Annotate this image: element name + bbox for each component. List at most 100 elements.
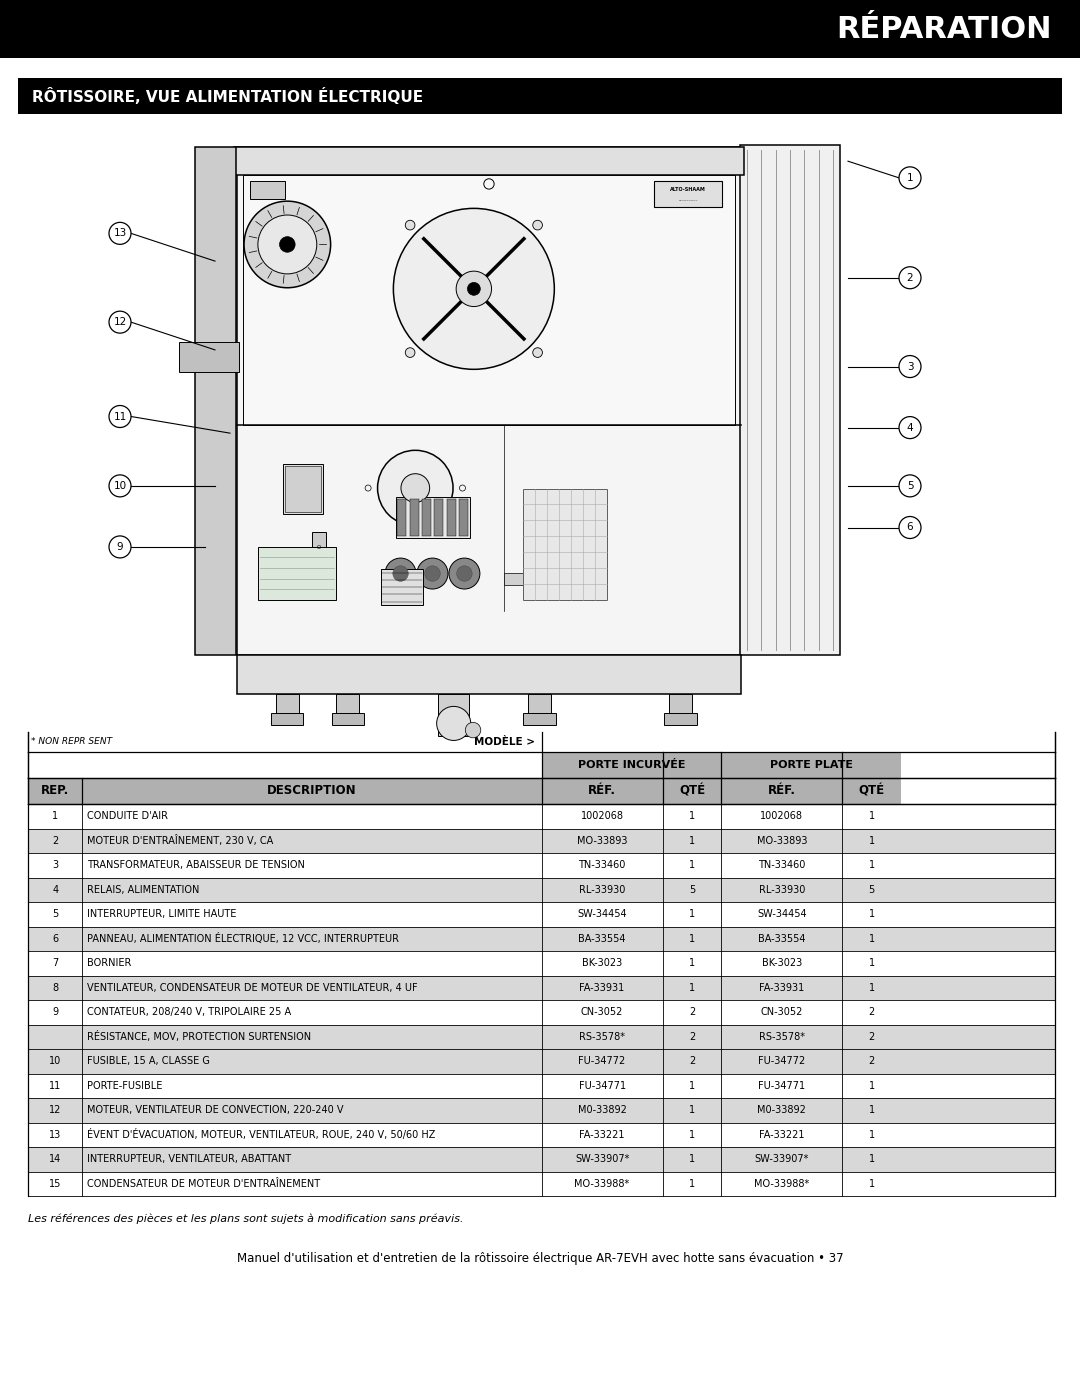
Text: 1: 1	[868, 982, 875, 993]
Text: 2: 2	[868, 1007, 875, 1017]
Bar	[654, 180, 721, 207]
Text: Manuel d'utilisation et d'entretien de la rôtissoire électrique AR-7EVH avec hot: Manuel d'utilisation et d'entretien de l…	[237, 1252, 843, 1266]
Text: RÉPARATION: RÉPARATION	[837, 14, 1052, 43]
Bar	[233, 147, 744, 175]
Circle shape	[417, 557, 448, 590]
Text: 1: 1	[907, 173, 914, 183]
Bar	[28, 1000, 1055, 1024]
Text: CONDENSATEUR DE MOTEUR D'ENTRAÎNEMENT: CONDENSATEUR DE MOTEUR D'ENTRAÎNEMENT	[87, 1179, 321, 1189]
Text: FUSIBLE, 15 A, CLASSE G: FUSIBLE, 15 A, CLASSE G	[87, 1056, 211, 1066]
Text: 9: 9	[117, 542, 123, 552]
Circle shape	[393, 566, 408, 581]
Bar	[0, 0, 1080, 59]
Text: FA-33221: FA-33221	[759, 1130, 805, 1140]
Text: 4: 4	[52, 884, 58, 894]
Bar	[422, 499, 431, 536]
Text: SW-34454: SW-34454	[757, 909, 807, 919]
Text: MOTEUR D'ENTRAÎNEMENT, 230 V, CA: MOTEUR D'ENTRAÎNEMENT, 230 V, CA	[87, 835, 273, 847]
Circle shape	[532, 348, 542, 358]
Text: 2: 2	[868, 1032, 875, 1042]
Text: 7: 7	[52, 958, 58, 968]
Text: 13: 13	[49, 1130, 62, 1140]
Bar	[541, 752, 721, 778]
Bar	[503, 573, 526, 585]
Text: M0-33892: M0-33892	[757, 1105, 807, 1115]
Circle shape	[424, 566, 441, 581]
Text: INTERRUPTEUR, VENTILATEUR, ABATTANT: INTERRUPTEUR, VENTILATEUR, ABATTANT	[87, 1154, 292, 1164]
Bar	[28, 1147, 1055, 1172]
Text: 1: 1	[689, 933, 696, 944]
Text: FU-34771: FU-34771	[758, 1081, 806, 1091]
Bar	[28, 805, 1055, 828]
Circle shape	[405, 348, 415, 358]
Text: FA-33931: FA-33931	[759, 982, 805, 993]
Circle shape	[386, 557, 416, 590]
Text: 2: 2	[907, 272, 914, 282]
Bar	[243, 175, 734, 425]
Bar	[523, 714, 555, 725]
Text: 13: 13	[113, 228, 126, 239]
Text: SW-33907*: SW-33907*	[575, 1154, 630, 1164]
Bar	[381, 569, 423, 605]
Text: 10: 10	[49, 1056, 62, 1066]
Text: 4: 4	[907, 423, 914, 433]
Bar	[721, 752, 901, 778]
Text: 8: 8	[52, 982, 58, 993]
Text: MODÈLE >: MODÈLE >	[474, 738, 536, 747]
Circle shape	[456, 271, 491, 306]
Bar	[447, 499, 456, 536]
Text: BA-33554: BA-33554	[579, 933, 625, 944]
Circle shape	[109, 536, 131, 557]
Text: 1: 1	[868, 812, 875, 821]
Text: RS-3578*: RS-3578*	[579, 1032, 625, 1042]
Circle shape	[401, 474, 430, 503]
Text: 1: 1	[689, 1105, 696, 1115]
Text: TN-33460: TN-33460	[758, 861, 806, 870]
Bar	[459, 499, 468, 536]
Text: 1002068: 1002068	[760, 812, 804, 821]
Text: QTÉ: QTÉ	[679, 785, 705, 798]
Bar	[283, 464, 323, 514]
Text: 15: 15	[49, 1179, 62, 1189]
Circle shape	[899, 475, 921, 497]
Text: O: O	[318, 545, 322, 549]
Text: 1: 1	[868, 1179, 875, 1189]
Text: BORNIER: BORNIER	[87, 958, 132, 968]
Circle shape	[405, 221, 415, 231]
Text: 1: 1	[689, 835, 696, 845]
Text: REP.: REP.	[41, 785, 69, 798]
Bar	[28, 951, 1055, 975]
Text: 2: 2	[52, 835, 58, 845]
Circle shape	[109, 405, 131, 427]
Bar	[28, 828, 1055, 854]
Bar	[524, 489, 607, 599]
Circle shape	[899, 517, 921, 538]
Circle shape	[899, 267, 921, 289]
Text: TN-33460: TN-33460	[579, 861, 625, 870]
Bar	[28, 854, 1055, 877]
Bar	[409, 499, 419, 536]
Bar	[397, 499, 406, 536]
Text: ___________: ___________	[678, 198, 698, 201]
Bar	[434, 499, 444, 536]
Text: 6: 6	[52, 933, 58, 944]
Bar	[28, 1049, 1055, 1073]
Circle shape	[532, 574, 540, 583]
Text: BK-3023: BK-3023	[761, 958, 802, 968]
Circle shape	[899, 166, 921, 189]
Text: FU-34772: FU-34772	[579, 1056, 625, 1066]
Bar	[312, 532, 326, 563]
Bar	[332, 714, 364, 725]
Bar	[18, 78, 1062, 115]
Text: 1: 1	[689, 909, 696, 919]
Text: 1: 1	[52, 812, 58, 821]
Bar	[82, 778, 541, 805]
Circle shape	[899, 356, 921, 377]
Bar	[842, 778, 901, 805]
Text: FA-33221: FA-33221	[579, 1130, 625, 1140]
Circle shape	[436, 707, 471, 740]
Text: FA-33931: FA-33931	[580, 982, 624, 993]
Text: 10: 10	[113, 481, 126, 490]
Text: CONDUITE D'AIR: CONDUITE D'AIR	[87, 812, 168, 821]
Circle shape	[545, 574, 553, 583]
